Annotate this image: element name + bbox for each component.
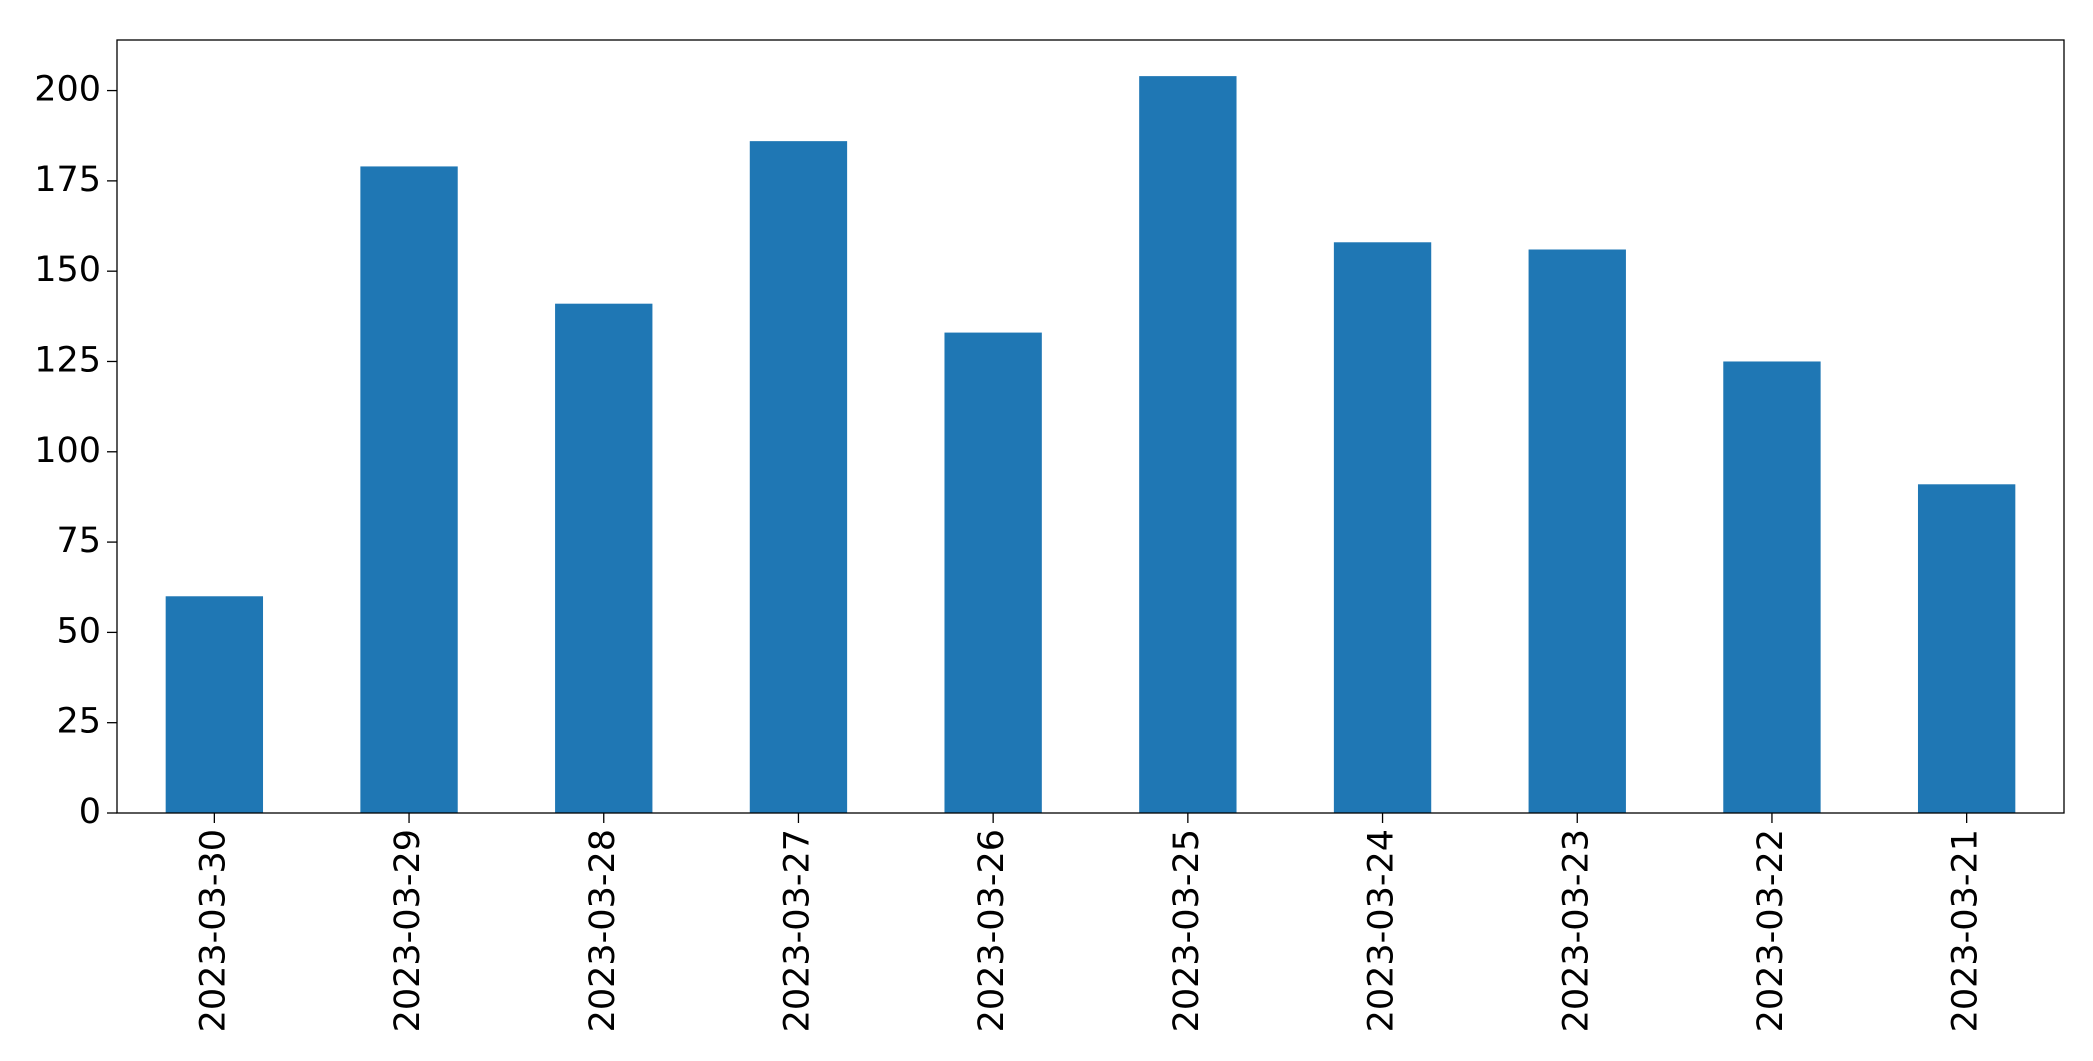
y-tick-label: 25	[56, 702, 101, 742]
y-tick-label: 0	[79, 792, 101, 832]
x-tick-label: 2023-03-26	[972, 829, 1012, 1032]
y-tick-label: 200	[34, 70, 101, 110]
bar	[165, 596, 264, 813]
bar	[360, 166, 458, 813]
plot-frame	[116, 39, 2065, 814]
x-tick-label: 2023-03-24	[1362, 829, 1402, 1032]
x-tick-label: 2023-03-29	[388, 829, 428, 1032]
bar	[1528, 249, 1626, 814]
bar	[944, 332, 1042, 813]
x-tick-label: 2023-03-21	[1946, 829, 1986, 1032]
bar	[1723, 361, 1821, 813]
y-tick-label: 50	[56, 611, 101, 651]
x-tick-label: 2023-03-28	[583, 829, 623, 1032]
y-tick-label: 125	[34, 340, 101, 380]
x-tick-label: 2023-03-25	[1167, 829, 1207, 1032]
y-tick-label: 175	[34, 160, 101, 200]
bar	[1333, 242, 1432, 813]
y-tick-label: 150	[34, 250, 101, 290]
x-tick-label: 2023-03-27	[777, 829, 817, 1032]
y-tick-label: 75	[56, 521, 101, 561]
bar	[749, 141, 848, 813]
x-tick-label: 2023-03-23	[1556, 829, 1596, 1032]
bar	[1139, 76, 1237, 813]
y-tick-label: 100	[34, 431, 101, 471]
bar	[1917, 484, 2016, 813]
bar	[555, 303, 653, 813]
x-tick-label: 2023-03-22	[1751, 829, 1791, 1032]
x-tick-label: 2023-03-30	[193, 829, 233, 1032]
